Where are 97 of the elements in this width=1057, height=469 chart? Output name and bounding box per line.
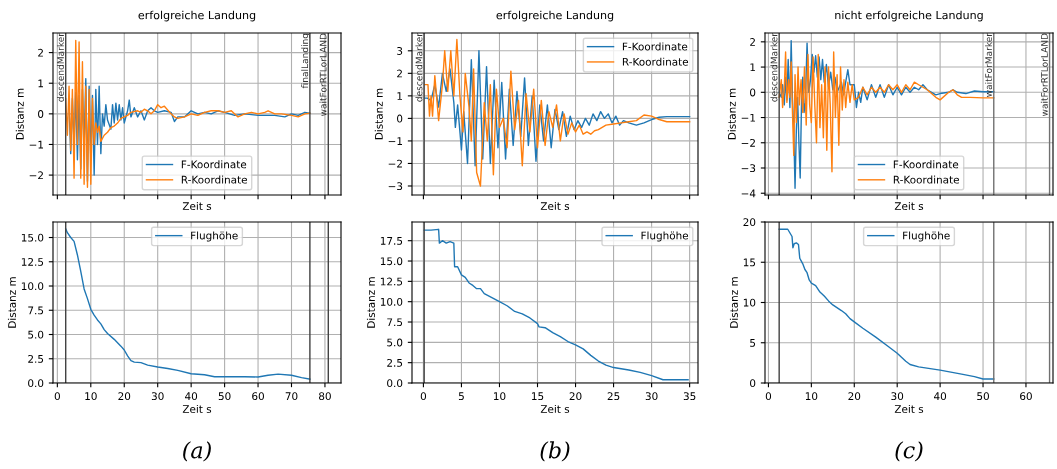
y-tick-label: 2 xyxy=(38,48,43,57)
legend-label: Flughöhe xyxy=(191,231,238,242)
y-tick-label: −2 xyxy=(29,171,43,180)
y-tick-label: −4 xyxy=(741,189,756,198)
y-tick-label: 0.0 xyxy=(28,379,44,388)
x-tick-label: 30 xyxy=(645,392,658,401)
y-tick-label: −3 xyxy=(741,164,756,173)
y-tick-label: −3 xyxy=(388,182,403,191)
text: (c) xyxy=(895,441,923,462)
y-tick-label: 10.0 xyxy=(380,297,403,306)
chart-title: erfolgreiche Landung xyxy=(496,10,614,22)
chart-title: nicht erfolgreiche Landung xyxy=(835,10,983,22)
ref-line-label: descendMarker xyxy=(415,33,423,102)
x-axis-title: Zeit s xyxy=(894,201,924,211)
y-tick-label: 15.0 xyxy=(380,257,403,266)
legend-label: F-Koordinate xyxy=(622,42,688,51)
y-tick-label: 7.5 xyxy=(387,318,403,327)
y-tick-label: 17.5 xyxy=(380,237,403,245)
ref-line-label: waitForMarker xyxy=(985,33,993,97)
x-tick-label: 80 xyxy=(319,392,331,401)
x-tick-label: 25 xyxy=(607,392,620,401)
y-tick-label: 15 xyxy=(743,258,756,267)
x-tick-label: 50 xyxy=(218,392,231,401)
y-axis-title: Distanz m xyxy=(15,88,24,140)
ref-line-label: waitForRTLorLAND xyxy=(319,33,327,117)
y-tick-label: 7.5 xyxy=(28,306,44,315)
x-tick-label: 20 xyxy=(118,392,131,401)
y-tick-label: −1 xyxy=(741,113,756,122)
y-tick-label: 0 xyxy=(397,114,403,123)
y-tick-label: 5 xyxy=(750,339,756,347)
ref-line-label: descendMarker xyxy=(56,33,64,102)
ref-line-label: waitForRTLorLAND xyxy=(1040,33,1048,117)
x-tick-label: 10 xyxy=(805,392,818,401)
y-tick-label: −1 xyxy=(388,137,403,145)
legend-label: F-Koordinate xyxy=(181,160,247,169)
chart-title: erfolgreiche Landung xyxy=(138,10,256,22)
y-tick-label: 1 xyxy=(750,63,756,72)
x-tick-label: 60 xyxy=(252,392,264,401)
y-tick-label: 2.5 xyxy=(387,358,403,367)
y-tick-label: −1 xyxy=(29,140,44,149)
y-tick-label: 0 xyxy=(750,379,756,388)
y-tick-label: 1 xyxy=(397,92,403,100)
y-tick-label: 5.0 xyxy=(387,338,403,347)
x-tick-label: 40 xyxy=(185,392,198,401)
y-tick-label: 20 xyxy=(743,218,756,227)
y-tick-label: 12.5 xyxy=(21,257,44,266)
x-tick-label: 5 xyxy=(458,392,464,401)
x-tick-label: 70 xyxy=(285,392,298,401)
y-tick-label: 2.5 xyxy=(28,354,44,363)
x-tick-label: 60 xyxy=(1020,392,1032,401)
y-axis-title: Distanz m xyxy=(374,88,383,140)
ref-line-label: descendMarker xyxy=(770,33,778,102)
x-tick-label: 0 xyxy=(765,392,772,401)
y-tick-label: 2 xyxy=(750,38,755,46)
y-tick-label: 0 xyxy=(38,110,44,118)
y-tick-label: −2 xyxy=(741,138,755,147)
text: (b) xyxy=(540,441,570,462)
x-tick-label: 10 xyxy=(493,392,506,401)
x-axis-title: Zeit s xyxy=(182,201,212,211)
y-axis-title: Distanz m xyxy=(729,277,738,328)
x-axis-title: Zeit s xyxy=(182,404,212,413)
y-tick-label: 5.0 xyxy=(28,330,44,339)
x-tick-label: 30 xyxy=(151,392,164,401)
y-tick-label: 0.0 xyxy=(387,379,403,388)
x-tick-label: 20 xyxy=(569,392,582,401)
legend-label: R-Koordinate xyxy=(622,57,689,66)
x-tick-label: 50 xyxy=(977,392,989,401)
y-tick-label: 1 xyxy=(38,79,44,88)
y-axis-title: Distanz m xyxy=(727,88,736,140)
legend-label: R-Koordinate xyxy=(181,175,247,184)
y-axis-title: Distanz m xyxy=(366,277,375,328)
ref-line-label: finalLanding xyxy=(301,33,310,89)
y-tick-label: −2 xyxy=(388,159,402,168)
x-axis-title: Zeit s xyxy=(894,404,924,413)
x-tick-label: 10 xyxy=(85,392,97,401)
y-tick-label: 10.0 xyxy=(21,282,44,291)
legend-label: Flughöhe xyxy=(641,231,689,242)
legend-label: F-Koordinate xyxy=(893,160,959,169)
x-tick-label: 0 xyxy=(420,392,427,401)
y-tick-label: 3 xyxy=(397,47,403,55)
x-axis-title: Zeit s xyxy=(540,404,570,413)
text: (a) xyxy=(183,441,211,462)
x-tick-label: 20 xyxy=(848,392,861,401)
x-axis-title: Zeit s xyxy=(540,201,570,211)
x-tick-label: 15 xyxy=(532,392,544,401)
legend-label: Flughöhe xyxy=(903,231,950,242)
y-tick-label: 15.0 xyxy=(21,233,44,242)
y-tick-label: 0 xyxy=(750,88,756,97)
y-tick-label: 2 xyxy=(397,69,402,78)
x-tick-label: 35 xyxy=(683,392,696,401)
x-tick-label: 30 xyxy=(891,392,904,401)
x-tick-label: 0 xyxy=(54,392,60,401)
y-tick-label: 10 xyxy=(743,298,756,307)
legend-label: R-Koordinate xyxy=(893,175,959,184)
y-tick-label: 12.5 xyxy=(380,277,403,286)
x-tick-label: 40 xyxy=(934,392,947,401)
y-axis-title: Distanz m xyxy=(7,277,16,328)
